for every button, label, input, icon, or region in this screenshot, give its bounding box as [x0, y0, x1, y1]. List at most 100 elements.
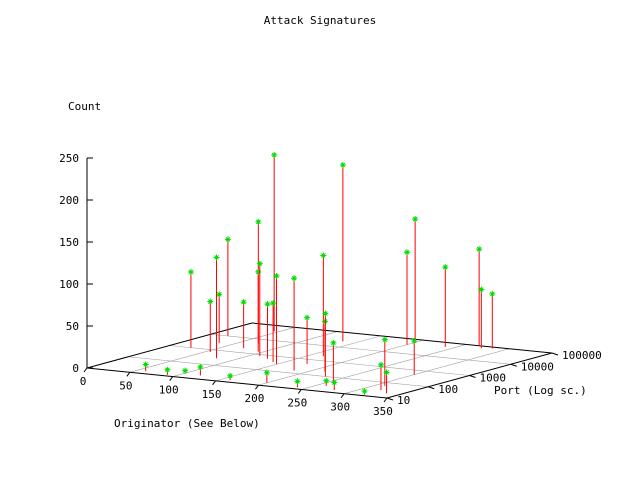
data-point-34	[263, 369, 270, 376]
point-marker	[476, 246, 483, 253]
point-marker	[207, 298, 214, 305]
data-point-11	[339, 161, 346, 168]
point-marker	[330, 339, 337, 346]
point-marker	[271, 151, 278, 158]
z-tick-label: 250	[59, 152, 79, 165]
y-tick-label: 100000	[562, 349, 602, 362]
y-axis-label: Port (Log sc.)	[494, 384, 587, 397]
data-point-33	[227, 372, 234, 379]
mark-layer	[142, 151, 496, 395]
data-point-28	[377, 361, 384, 368]
point-marker	[240, 299, 247, 306]
data-point-17	[412, 216, 419, 223]
point-marker	[213, 254, 220, 261]
data-point-10	[264, 301, 271, 308]
point-marker	[294, 378, 301, 385]
data-point-32	[197, 364, 204, 371]
x-tick	[83, 367, 88, 373]
grid-line-y	[128, 356, 429, 388]
z-tick-label: 200	[59, 194, 79, 207]
point-marker	[255, 218, 262, 225]
data-point-2	[216, 291, 223, 298]
point-marker	[383, 369, 390, 376]
data-point-9	[256, 260, 263, 267]
x-tick-label: 100	[159, 384, 179, 397]
point-marker	[404, 249, 411, 256]
x-tick	[255, 384, 259, 390]
axis-layer	[86, 158, 553, 399]
y-tick-label: 1000	[480, 372, 507, 385]
data-point-35	[294, 378, 301, 385]
data-point-4	[207, 298, 214, 305]
point-marker	[478, 286, 485, 293]
point-marker	[255, 268, 262, 275]
point-marker	[304, 314, 311, 321]
data-point-3	[271, 151, 278, 158]
grid-layer	[86, 322, 553, 399]
z-tick-label: 100	[59, 278, 79, 291]
data-point-16	[291, 275, 298, 282]
y-tick	[428, 386, 435, 390]
data-point-26	[411, 338, 418, 345]
far-edge-line	[251, 322, 553, 354]
y-tick-label: 10000	[521, 360, 554, 373]
chart-title: Attack Signatures	[264, 14, 377, 27]
point-marker	[323, 377, 330, 384]
point-marker	[489, 290, 496, 297]
x-tick	[212, 380, 216, 386]
point-marker	[182, 367, 189, 374]
z-tick-label: 50	[66, 320, 79, 333]
data-point-18	[404, 249, 411, 256]
point-marker	[187, 269, 194, 276]
y-tick-label: 100	[438, 383, 458, 396]
point-marker	[263, 369, 270, 376]
x-tick-label: 50	[119, 379, 132, 392]
data-point-24	[478, 286, 485, 293]
point-marker	[322, 310, 329, 317]
x-tick-label: 350	[373, 405, 393, 418]
x-tick	[297, 389, 302, 394]
point-marker	[164, 366, 171, 373]
data-point-5	[255, 218, 262, 225]
x-tick-label: 300	[330, 401, 350, 414]
x-tick-label: 150	[202, 388, 222, 401]
data-point-25	[489, 290, 496, 297]
y-tick-label: 10	[397, 394, 410, 407]
tick-layer: 0 50 100 150 200 250 0 50 100 150 200 250 300 350 10 10…	[59, 152, 602, 418]
y-tick	[510, 363, 517, 367]
point-marker	[377, 361, 384, 368]
x-tick	[340, 393, 345, 399]
z-axis-label: Count	[68, 100, 101, 113]
data-point-1	[187, 269, 194, 276]
data-point-13	[273, 273, 280, 280]
data-point-29	[383, 369, 390, 376]
point-marker	[227, 372, 234, 379]
x-tick-label: 0	[80, 375, 87, 388]
y-tick	[386, 397, 394, 401]
point-marker	[320, 252, 327, 259]
point-marker	[411, 338, 418, 345]
data-point-37	[361, 388, 368, 395]
data-point-31	[164, 366, 171, 373]
data-point-0	[224, 236, 231, 243]
point-marker	[273, 273, 280, 280]
point-marker	[264, 301, 271, 308]
data-point-39	[323, 377, 330, 384]
data-point-22	[330, 339, 337, 346]
x-tick-label: 250	[287, 396, 307, 409]
back-edge-line	[86, 322, 253, 369]
data-point-36	[331, 379, 338, 386]
data-point-30	[142, 361, 149, 368]
data-point-12	[270, 300, 277, 307]
data-point-38	[182, 367, 189, 374]
x-tick-label: 200	[244, 392, 264, 405]
point-marker	[381, 336, 388, 343]
point-marker	[291, 275, 298, 282]
data-point-6	[240, 299, 247, 306]
data-point-20	[322, 310, 329, 317]
point-marker	[412, 216, 419, 223]
data-point-21	[442, 264, 449, 271]
point-marker	[270, 300, 277, 307]
